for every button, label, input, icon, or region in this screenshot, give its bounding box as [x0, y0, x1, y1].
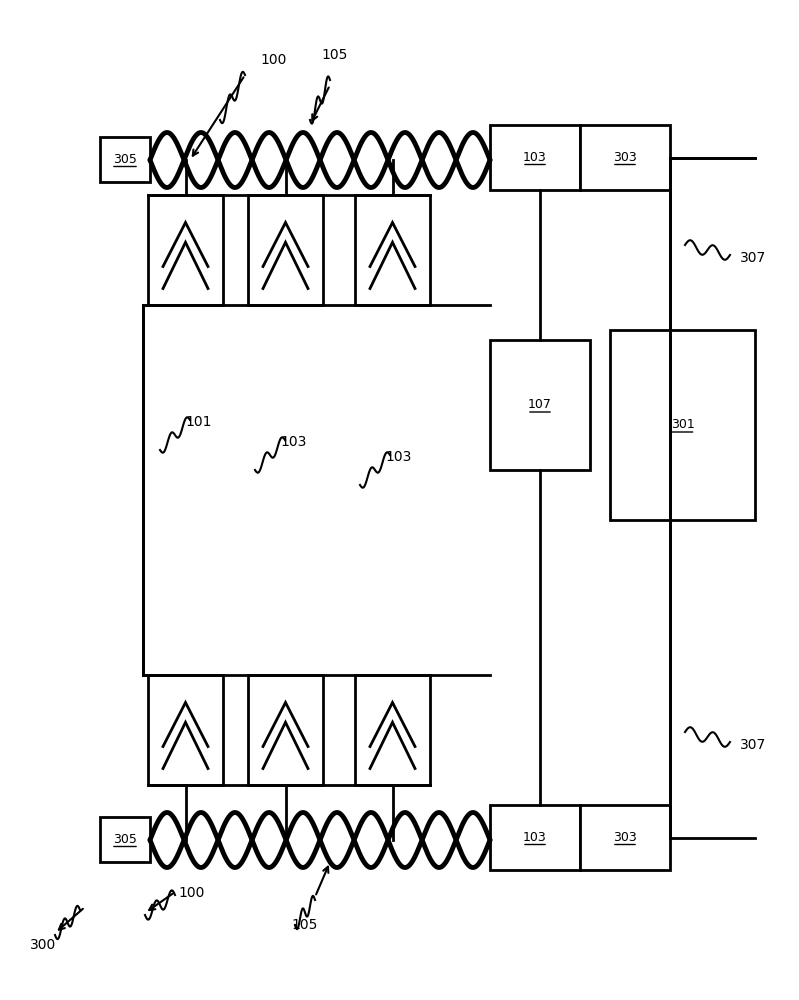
- Bar: [100, 817, 150, 862]
- Text: 305: 305: [113, 833, 137, 846]
- Text: 103: 103: [523, 151, 547, 164]
- Bar: [490, 340, 590, 470]
- Text: 103: 103: [523, 831, 547, 844]
- Bar: [148, 195, 223, 305]
- Bar: [248, 675, 323, 785]
- Bar: [580, 125, 670, 190]
- Text: 305: 305: [113, 153, 137, 166]
- Text: 307: 307: [740, 738, 766, 752]
- Bar: [248, 195, 323, 305]
- Text: 303: 303: [613, 831, 637, 844]
- Text: 301: 301: [670, 418, 694, 432]
- Bar: [490, 125, 580, 190]
- Text: 100: 100: [178, 886, 205, 900]
- Text: 100: 100: [260, 53, 286, 67]
- Bar: [610, 330, 755, 520]
- Text: 103: 103: [280, 435, 306, 449]
- Text: 105: 105: [292, 918, 318, 932]
- Bar: [490, 805, 580, 870]
- Bar: [580, 805, 670, 870]
- Bar: [148, 675, 223, 785]
- Text: 105: 105: [322, 48, 348, 62]
- Bar: [100, 137, 150, 182]
- Bar: [355, 195, 430, 305]
- Text: 303: 303: [613, 151, 637, 164]
- Text: 103: 103: [385, 450, 411, 464]
- Text: 101: 101: [185, 415, 212, 429]
- Bar: [355, 675, 430, 785]
- Text: 107: 107: [528, 398, 552, 412]
- Text: 300: 300: [30, 938, 56, 952]
- Text: 307: 307: [740, 251, 766, 265]
